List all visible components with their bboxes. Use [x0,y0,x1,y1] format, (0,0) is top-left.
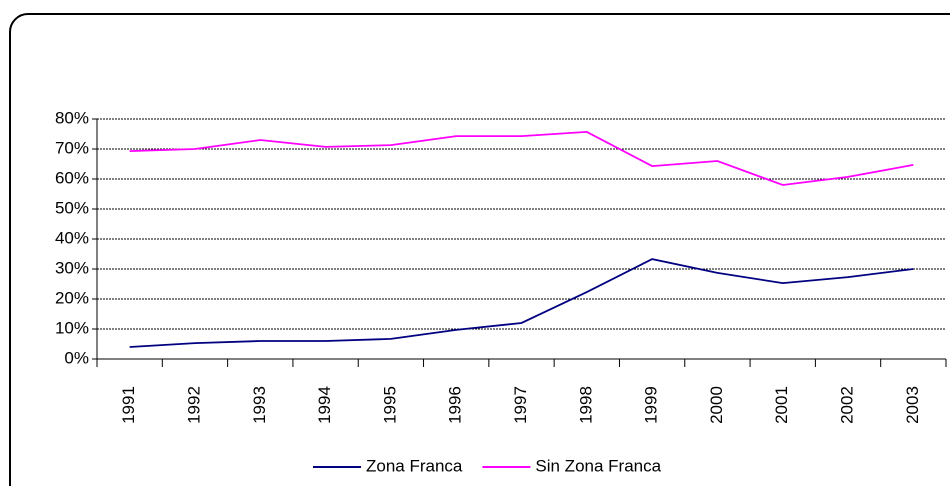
y-tick-label: 40% [55,228,89,247]
x-tick-label: 1999 [642,386,661,424]
y-tick-label: 20% [55,288,89,307]
legend-label: Zona Franca [366,456,463,475]
x-tick-label: 1996 [446,386,465,424]
y-tick-label: 0% [64,348,89,367]
series-line [129,258,914,348]
y-tick-label: 80% [55,108,89,127]
x-tick-label: 2002 [838,386,857,424]
x-tick-label: 2001 [772,386,791,424]
legend-label: Sin Zona Franca [535,456,661,475]
y-tick-label: 70% [55,138,89,157]
x-tick-label: 1991 [119,386,138,424]
x-tick-label: 1993 [250,386,269,424]
series-line [129,130,914,186]
x-tick-label: 2000 [707,386,726,424]
x-tick-label: 1995 [380,386,399,424]
x-tick-label: 1997 [511,386,530,424]
y-tick-label: 60% [55,168,89,187]
x-tick-label: 2003 [903,386,922,424]
chart-frame [9,13,950,486]
x-tick-label: 1992 [184,386,203,424]
y-tick-label: 30% [55,258,89,277]
x-tick-label: 1994 [315,386,334,424]
y-tick-label: 10% [55,318,89,337]
x-tick-label: 1998 [576,386,595,424]
y-tick-label: 50% [55,198,89,217]
